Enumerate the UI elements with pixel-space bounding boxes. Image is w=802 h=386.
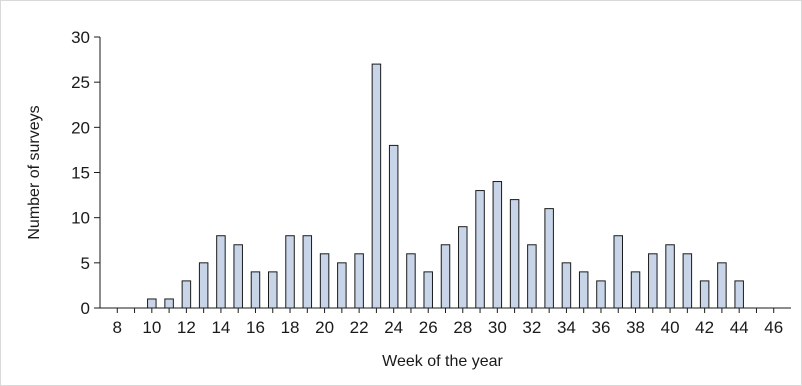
y-tick-label: 30	[71, 28, 90, 47]
y-tick-label: 20	[71, 118, 90, 137]
x-tick-label: 12	[177, 318, 196, 337]
bar-week-31	[509, 199, 520, 309]
x-tick-label: 14	[211, 318, 230, 337]
bar-week-20	[319, 253, 330, 309]
x-tick-label: 24	[384, 318, 403, 337]
bar-week-32	[527, 244, 537, 309]
x-tick-label: 22	[350, 318, 369, 337]
bar-week-40	[665, 244, 675, 309]
bar-week-14	[216, 235, 226, 309]
x-tick-label: 28	[453, 318, 472, 337]
bar-week-30	[492, 181, 503, 309]
bar-week-39	[648, 253, 658, 309]
bar-week-23	[371, 63, 382, 309]
bar-week-41	[682, 253, 693, 309]
bar-week-25	[406, 253, 416, 309]
bar-week-34	[561, 262, 572, 309]
x-axis-title: Week of the year	[382, 353, 503, 370]
bar-week-33	[544, 208, 554, 309]
x-tick-label: 38	[626, 318, 645, 337]
x-tick-label: 8	[113, 318, 122, 337]
bar-week-13	[198, 262, 209, 309]
bar-week-22	[354, 253, 364, 309]
x-tick-label: 10	[142, 318, 161, 337]
y-tick-label: 0	[81, 299, 90, 318]
bar-week-11	[164, 298, 174, 309]
x-tick-label: 20	[315, 318, 334, 337]
bar-week-26	[423, 271, 433, 309]
bar-week-37	[613, 235, 623, 309]
bar-week-44	[734, 280, 744, 309]
x-tick-label: 30	[488, 318, 507, 337]
x-tick-label: 34	[557, 318, 576, 337]
bar-week-42	[699, 280, 710, 309]
y-tick-label: 25	[71, 73, 90, 92]
bar-week-28	[458, 226, 468, 309]
bar-week-38	[630, 271, 641, 309]
x-tick-label: 32	[522, 318, 541, 337]
y-tick-label: 5	[81, 254, 90, 273]
y-axis-ticks: 0 5 10 15 20 25 30	[71, 28, 100, 318]
bar-week-16	[250, 271, 261, 309]
x-tick-label: 40	[661, 318, 680, 337]
x-tick-label: 44	[730, 318, 749, 337]
bar-week-19	[302, 235, 313, 309]
bar-week-35	[578, 271, 589, 309]
bar-week-21	[337, 262, 347, 309]
bar-week-24	[388, 144, 399, 309]
x-tick-label: 46	[764, 318, 783, 337]
x-tick-label: 16	[246, 318, 265, 337]
x-tick-label: 18	[281, 318, 300, 337]
y-tick-label: 10	[71, 209, 90, 228]
bar-week-27	[440, 244, 451, 309]
bar-week-43	[717, 262, 727, 309]
bar-week-29	[475, 190, 485, 309]
x-axis-ticks: 8 10 12 14 16 18 20 22 24 26 28 30 32 34 36 38 40 42 44 46	[113, 308, 783, 337]
x-tick-label: 26	[419, 318, 438, 337]
bar-week-17	[268, 271, 278, 309]
y-tick-label: 15	[71, 164, 90, 183]
bar-week-15	[233, 244, 243, 309]
bar-week-10	[147, 298, 157, 309]
x-tick-label: 36	[592, 318, 611, 337]
y-axis-title: Number of surveys	[26, 105, 43, 239]
bar-week-12	[181, 280, 192, 309]
bar-week-36	[596, 280, 606, 309]
bar-week-18	[285, 235, 295, 309]
x-tick-label: 42	[695, 318, 714, 337]
bars	[147, 63, 744, 309]
